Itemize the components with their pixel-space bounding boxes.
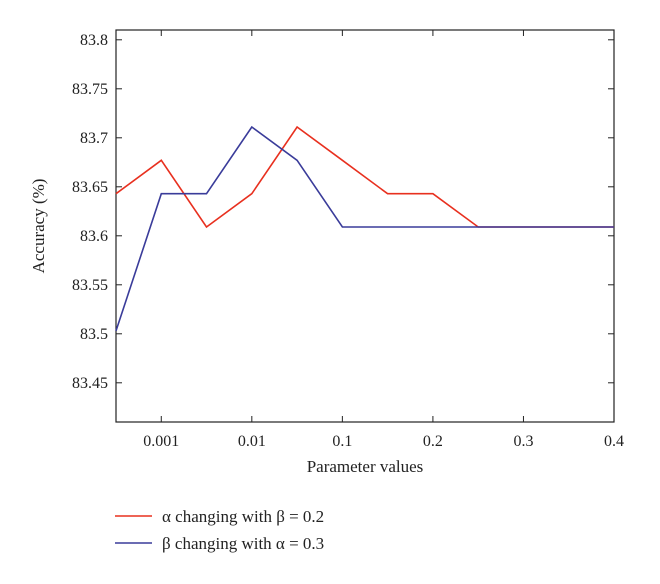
- y-tick-label: 83.45: [72, 375, 108, 392]
- y-tick-label: 83.6: [80, 228, 108, 245]
- x-axis-title: Parameter values: [307, 457, 424, 476]
- y-tick-label: 83.55: [72, 277, 108, 294]
- legend-label-series-2: β changing with α = 0.3: [162, 534, 324, 553]
- x-tick-label: 0.3: [513, 433, 533, 450]
- y-tick-label: 83.5: [80, 326, 108, 343]
- plot-frame: [115, 29, 615, 423]
- x-tick-label: 0.001: [143, 433, 179, 450]
- y-tick-label: 83.65: [72, 179, 108, 196]
- y-tick-label: 83.7: [80, 130, 108, 147]
- y-tick-label: 83.8: [80, 32, 108, 49]
- y-axis-title: Accuracy (%): [29, 179, 48, 274]
- y-axis: 83.45 83.5 83.55 83.6 83.65 83.7 83.75 83.8: [72, 32, 614, 392]
- legend: α changing with β = 0.2 β changing with …: [115, 507, 324, 553]
- x-tick-label: 0.01: [238, 433, 266, 450]
- series-layer: [115, 125, 614, 332]
- x-tick-label: 0.2: [423, 433, 443, 450]
- x-tick-label: 0.1: [332, 433, 352, 450]
- y-tick-label: 83.75: [72, 81, 108, 98]
- legend-label-series-1: α changing with β = 0.2: [162, 507, 324, 526]
- series-line-2: [115, 125, 614, 332]
- x-tick-label: 0.4: [604, 433, 624, 450]
- x-axis: 0.001 0.01 0.1 0.2 0.3 0.4: [143, 30, 624, 450]
- series-line-1: [115, 125, 614, 229]
